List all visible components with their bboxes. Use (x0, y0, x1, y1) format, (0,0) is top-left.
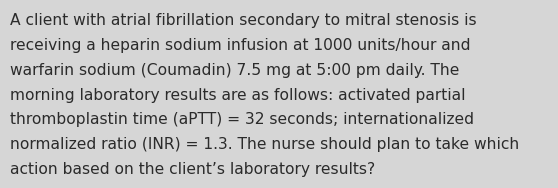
Text: action based on the client’s laboratory results?: action based on the client’s laboratory … (10, 162, 376, 177)
Text: morning laboratory results are as follows: activated partial: morning laboratory results are as follow… (10, 88, 465, 103)
Text: warfarin sodium (Coumadin) 7.5 mg at 5:00 pm daily. The: warfarin sodium (Coumadin) 7.5 mg at 5:0… (10, 63, 459, 78)
Text: thromboplastin time (aPTT) = 32 seconds; internationalized: thromboplastin time (aPTT) = 32 seconds;… (10, 112, 474, 127)
Text: receiving a heparin sodium infusion at 1000 units/hour and: receiving a heparin sodium infusion at 1… (10, 38, 470, 53)
Text: A client with atrial fibrillation secondary to mitral stenosis is: A client with atrial fibrillation second… (10, 13, 477, 28)
Text: normalized ratio (INR) = 1.3. The nurse should plan to take which: normalized ratio (INR) = 1.3. The nurse … (10, 137, 519, 152)
